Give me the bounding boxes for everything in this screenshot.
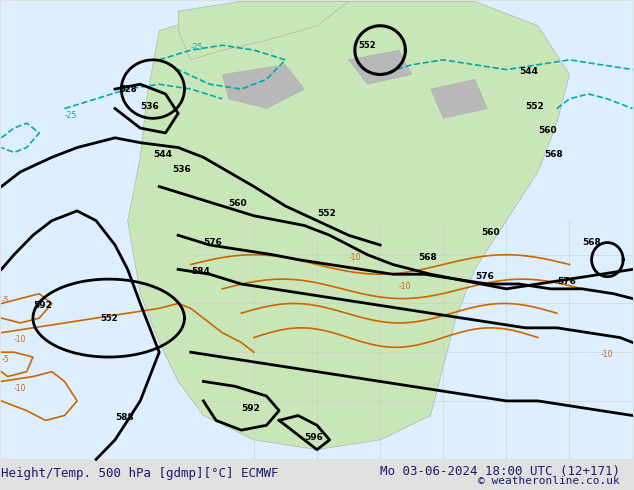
Polygon shape bbox=[430, 79, 488, 118]
Text: 592: 592 bbox=[242, 404, 260, 413]
Text: -10: -10 bbox=[399, 282, 411, 291]
Polygon shape bbox=[178, 1, 349, 60]
Text: © weatheronline.co.uk: © weatheronline.co.uk bbox=[478, 476, 620, 486]
Text: 544: 544 bbox=[153, 150, 172, 159]
Text: -25: -25 bbox=[191, 43, 203, 52]
Text: 588: 588 bbox=[115, 414, 134, 422]
Text: -10: -10 bbox=[349, 253, 361, 262]
Text: 560: 560 bbox=[229, 199, 247, 208]
Text: 596: 596 bbox=[304, 433, 323, 442]
Text: 536: 536 bbox=[172, 165, 191, 174]
Text: 552: 552 bbox=[317, 209, 336, 218]
Text: 552: 552 bbox=[100, 314, 117, 322]
Text: -10: -10 bbox=[601, 350, 614, 359]
Text: 592: 592 bbox=[33, 301, 52, 310]
Text: 560: 560 bbox=[538, 126, 557, 135]
Text: 576: 576 bbox=[204, 238, 223, 247]
Text: 568: 568 bbox=[544, 150, 563, 159]
Text: 576: 576 bbox=[557, 277, 576, 286]
Text: Height/Temp. 500 hPa [gdmp][°C] ECMWF: Height/Temp. 500 hPa [gdmp][°C] ECMWF bbox=[1, 467, 279, 481]
Text: -25: -25 bbox=[65, 111, 77, 121]
Text: 552: 552 bbox=[526, 101, 544, 111]
Polygon shape bbox=[223, 65, 304, 109]
Text: 528: 528 bbox=[119, 85, 136, 94]
Text: -5: -5 bbox=[1, 296, 9, 305]
Text: 584: 584 bbox=[191, 267, 210, 276]
Text: -10: -10 bbox=[14, 336, 27, 344]
Polygon shape bbox=[349, 50, 411, 84]
Text: -5: -5 bbox=[1, 355, 9, 364]
Text: Mo 03-06-2024 18:00 UTC (12+171): Mo 03-06-2024 18:00 UTC (12+171) bbox=[380, 465, 620, 478]
Text: 576: 576 bbox=[475, 272, 494, 281]
Polygon shape bbox=[127, 1, 569, 450]
Text: 552: 552 bbox=[359, 41, 377, 50]
Text: 568: 568 bbox=[418, 253, 437, 262]
Text: 568: 568 bbox=[582, 238, 601, 247]
Text: 560: 560 bbox=[481, 228, 500, 237]
Text: -10: -10 bbox=[14, 384, 27, 393]
Text: 544: 544 bbox=[519, 68, 538, 76]
Text: 536: 536 bbox=[140, 101, 159, 111]
